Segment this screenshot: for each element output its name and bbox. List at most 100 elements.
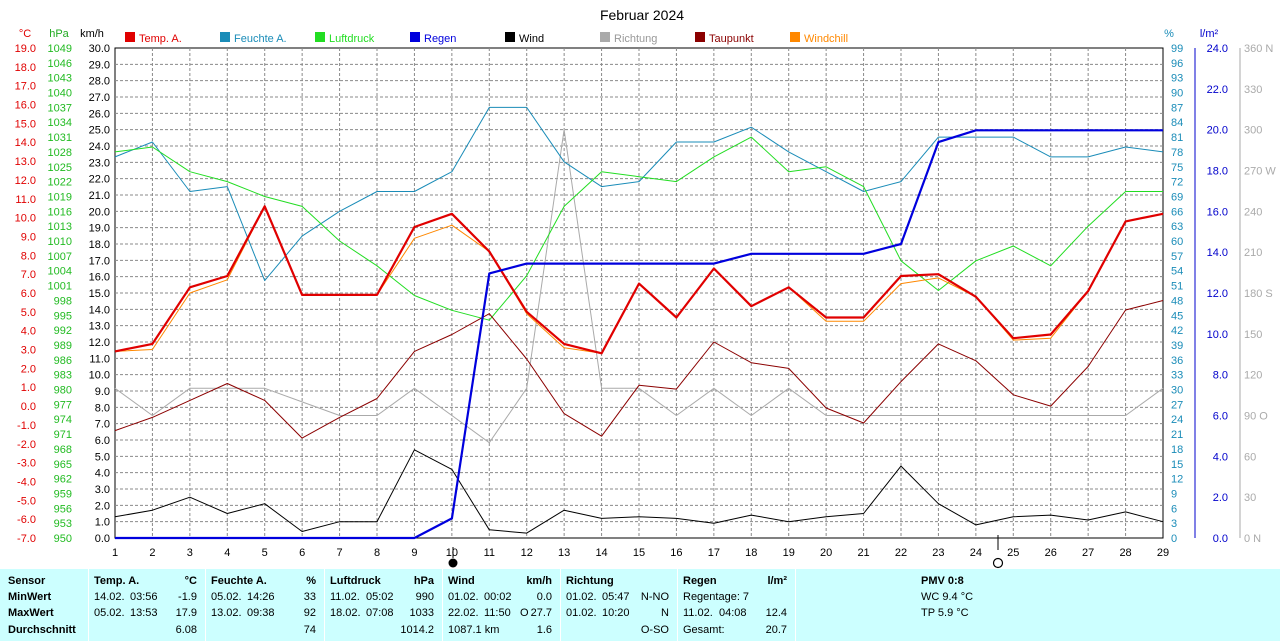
legend-label: Temp. A. — [139, 33, 182, 45]
humidity-tick-label: 78 — [1171, 147, 1183, 159]
wind-max-date: 22.02. — [448, 607, 479, 619]
humidity-tick-label: 90 — [1171, 88, 1183, 100]
legend-label: Wind — [519, 33, 544, 45]
humidity-tick-label: 18 — [1171, 444, 1183, 456]
pressure-tick-label: 965 — [54, 459, 72, 471]
humidity-min-time: 14:26 — [247, 591, 275, 603]
x-tick-label: 22 — [895, 547, 907, 559]
pressure-tick-label: 1040 — [48, 88, 72, 100]
temp-tick-label: -5.0 — [17, 495, 36, 507]
rain-unit-label: l/m² — [1200, 28, 1219, 40]
x-tick-label: 26 — [1045, 547, 1057, 559]
humidity-tick-label: 24 — [1171, 414, 1183, 426]
series-line-temp-a — [114, 205, 1164, 355]
wind-tick-label: 26.0 — [89, 108, 110, 120]
direction-tick-label: 300 — [1244, 125, 1262, 137]
wind-max-value: 27.7 — [530, 607, 552, 619]
pressure-tick-label: 1004 — [48, 266, 72, 278]
pressure-tick-label: 1034 — [48, 117, 72, 129]
x-tick-label: 8 — [374, 547, 380, 559]
legend-label: Luftdruck — [329, 33, 375, 45]
row-label-min: MinWert — [8, 591, 52, 603]
humidity-tick-label: 3 — [1171, 518, 1177, 530]
legend-swatch — [600, 32, 610, 42]
direction-max-time: 10:20 — [602, 607, 630, 619]
wind-tick-label: 6.0 — [95, 435, 110, 447]
temp-tick-label: -6.0 — [17, 514, 36, 526]
temp-tick-label: -1.0 — [17, 420, 36, 432]
legend-label: Richtung — [614, 33, 657, 45]
wind-tick-label: 15.0 — [89, 288, 110, 300]
humidity-tick-label: 51 — [1171, 281, 1183, 293]
pressure-tick-label: 1019 — [48, 191, 72, 203]
wind-max-direction: O — [520, 607, 529, 619]
direction-tick-label: 360 N — [1244, 43, 1273, 55]
rain-total-label: Gesamt: — [683, 624, 725, 636]
direction-tick-label: 330 — [1244, 84, 1262, 96]
legend-swatch — [315, 32, 325, 42]
wind-tick-label: 4.0 — [95, 468, 110, 480]
pressure-avg-value: 1014.2 — [400, 624, 434, 636]
pressure-tick-label: 1001 — [48, 281, 72, 293]
humidity-tick-label: 75 — [1171, 162, 1183, 174]
moon-markers — [448, 535, 1004, 569]
wind-tick-label: 2.0 — [95, 500, 110, 512]
temp-min-time: 03:56 — [130, 591, 158, 603]
temp-tick-label: 17.0 — [15, 81, 36, 93]
temp-max-value: 17.9 — [175, 607, 197, 619]
chart-title: Februar 2024 — [600, 7, 684, 23]
humidity-tick-label: 12 — [1171, 474, 1183, 486]
wind-tick-label: 7.0 — [95, 419, 110, 431]
humidity-title: Feuchte A. — [211, 575, 267, 587]
temp-tick-label: 6.0 — [21, 288, 36, 300]
humidity-unit: % — [306, 575, 316, 587]
humidity-tick-label: 45 — [1171, 310, 1183, 322]
wind-tick-label: 17.0 — [89, 255, 110, 267]
rain-tick-label: 2.0 — [1213, 492, 1228, 504]
x-tick-label: 25 — [1007, 547, 1019, 559]
direction-tick-label: 0 N — [1244, 533, 1261, 545]
humidity-tick-label: 81 — [1171, 132, 1183, 144]
legend-label: Feuchte A. — [234, 33, 287, 45]
humidity-tick-label: 42 — [1171, 325, 1183, 337]
wind-tick-label: 10.0 — [89, 370, 110, 382]
rain-tick-label: 14.0 — [1207, 247, 1228, 259]
rain-tick-label: 16.0 — [1207, 206, 1228, 218]
humidity-tick-label: 60 — [1171, 236, 1183, 248]
x-tick-label: 19 — [783, 547, 795, 559]
wind-tick-label: 24.0 — [89, 141, 110, 153]
pressure-tick-label: 953 — [54, 518, 72, 530]
direction-tick-label: 210 — [1244, 247, 1262, 259]
temp-min-date: 14.02. — [94, 591, 125, 603]
x-tick-label: 14 — [595, 547, 607, 559]
pressure-tick-label: 977 — [54, 399, 72, 411]
pressure-tick-label: 1016 — [48, 206, 72, 218]
wind-tick-label: 23.0 — [89, 157, 110, 169]
full-moon-marker — [992, 557, 1004, 569]
temp-tick-label: 3.0 — [21, 345, 36, 357]
wind-min-time: 00:02 — [484, 591, 512, 603]
series-line-taupunkt — [114, 300, 1164, 439]
rain-tick-label: 12.0 — [1207, 288, 1228, 300]
humidity-tick-label: 93 — [1171, 73, 1183, 85]
pressure-tick-label: 1046 — [48, 58, 72, 70]
wind-tick-label: 8.0 — [95, 402, 110, 414]
pressure-tick-label: 989 — [54, 340, 72, 352]
direction-tick-label: 270 W — [1244, 166, 1276, 178]
legend-label: Windchill — [804, 33, 848, 45]
wind-tick-label: 5.0 — [95, 451, 110, 463]
x-tick-label: 3 — [187, 547, 193, 559]
stats-pmv-block: PMV 0:8 WC 9.4 °C TP 5.9 °C — [795, 569, 1095, 641]
rain-total-value: 20.7 — [765, 624, 787, 636]
x-tick-label: 17 — [708, 547, 720, 559]
x-tick-label: 18 — [745, 547, 757, 559]
rain-max-value: 12.4 — [765, 607, 787, 619]
pressure-tick-label: 1010 — [48, 236, 72, 248]
wind-tick-label: 16.0 — [89, 272, 110, 284]
temp-tick-label: -3.0 — [17, 458, 36, 470]
humidity-tick-label: 15 — [1171, 459, 1183, 471]
pressure-tick-label: 1007 — [48, 251, 72, 263]
series-line-wind — [114, 449, 1164, 534]
temp-avg-value: 6.08 — [175, 624, 197, 636]
temp-tick-label: 19.0 — [15, 43, 36, 55]
